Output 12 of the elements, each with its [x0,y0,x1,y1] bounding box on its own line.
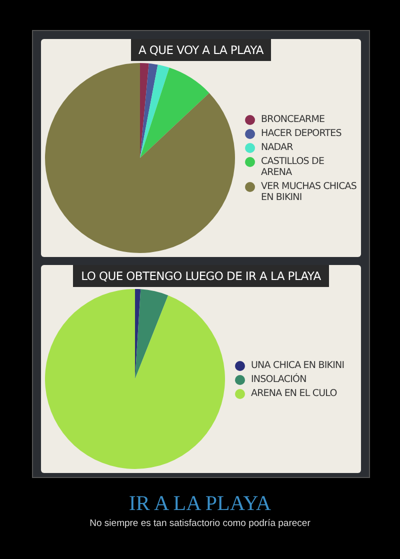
chart-title: LO QUE OBTENGO LUEGO DE IR A LA PLAYA [73,265,329,287]
legend-label: UNA CHICA EN BIKINI [251,360,344,370]
chart-title: A QUE VOY A LA PLAYA [130,39,272,61]
legend-label: HACER DEPORTES [261,128,342,138]
text: IR A LA PLAYA [128,490,272,516]
legend-label: INSOLACIÓN [251,374,306,384]
legend-label: VER MUCHAS CHICAS EN BIKINI [261,180,357,202]
legend-label: CASTILLOS DE ARENA [261,156,326,178]
legend-label: BRONCEARME [261,114,325,124]
legend-label: ARENA EN EL CULO [251,388,337,398]
text: No siempre es tan satisfactorio como podría parecer [88,518,312,529]
legend-label: NADAR [261,142,293,152]
